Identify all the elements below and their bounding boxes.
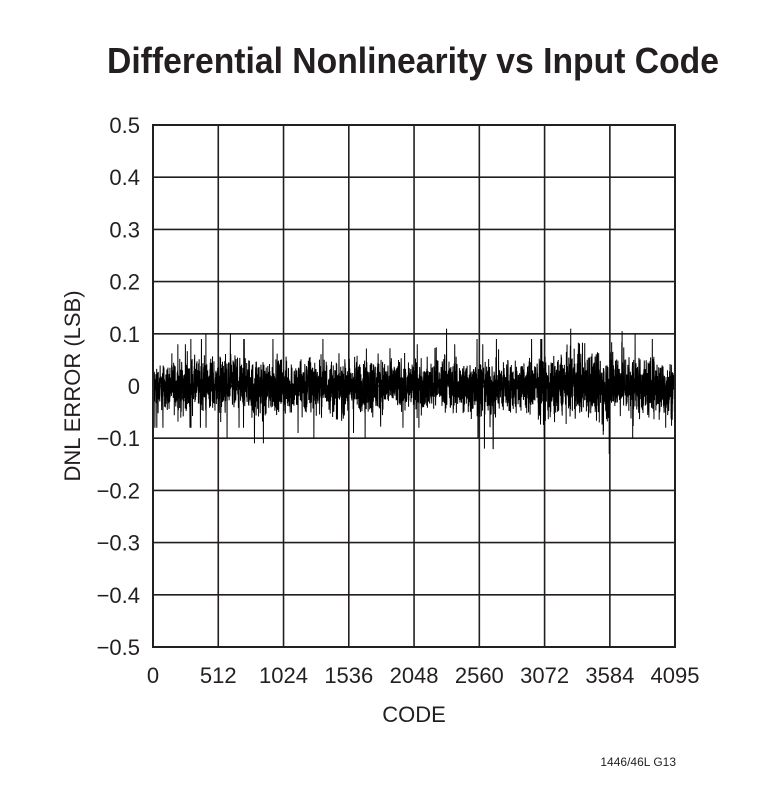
y-tick-label: −0.1 xyxy=(97,426,140,451)
x-tick-label: 3584 xyxy=(585,663,634,688)
x-tick-label: 4095 xyxy=(651,663,700,688)
y-tick-label: −0.2 xyxy=(97,478,140,503)
y-tick-label: 0.2 xyxy=(109,270,140,295)
y-tick-label: 0 xyxy=(128,374,140,399)
x-tick-label: 2560 xyxy=(455,663,504,688)
y-tick-label: 0.1 xyxy=(109,322,140,347)
y-tick-label: −0.4 xyxy=(97,583,140,608)
y-tick-labels: 0.5 0.4 0.3 0.2 0.1 0 −0.1 −0.2 −0.3 −0.4 −0.5 xyxy=(97,113,140,660)
dnl-trace xyxy=(152,328,676,454)
y-axis-label: DNL ERROR (LSB) xyxy=(60,290,85,481)
figure-code: 1446/46L G13 xyxy=(600,755,676,769)
x-tick-label: 2048 xyxy=(390,663,439,688)
x-tick-labels: 0 512 1024 1536 2048 2560 3072 3584 4095 xyxy=(147,663,700,688)
chart-title: Differential Nonlinearity vs Input Code xyxy=(107,40,719,81)
x-tick-label: 1024 xyxy=(259,663,308,688)
plot-frame xyxy=(152,124,676,648)
y-tick-label: 0.3 xyxy=(109,217,140,242)
y-tick-label: −0.5 xyxy=(97,635,140,660)
x-tick-label: 3072 xyxy=(520,663,569,688)
x-tick-label: 512 xyxy=(200,663,237,688)
x-tick-label: 0 xyxy=(147,663,159,688)
y-tick-label: 0.5 xyxy=(109,113,140,138)
y-tick-label: 0.4 xyxy=(109,165,140,190)
x-tick-label: 1536 xyxy=(324,663,373,688)
x-axis-label: CODE xyxy=(382,702,446,727)
y-tick-label: −0.3 xyxy=(97,531,140,556)
